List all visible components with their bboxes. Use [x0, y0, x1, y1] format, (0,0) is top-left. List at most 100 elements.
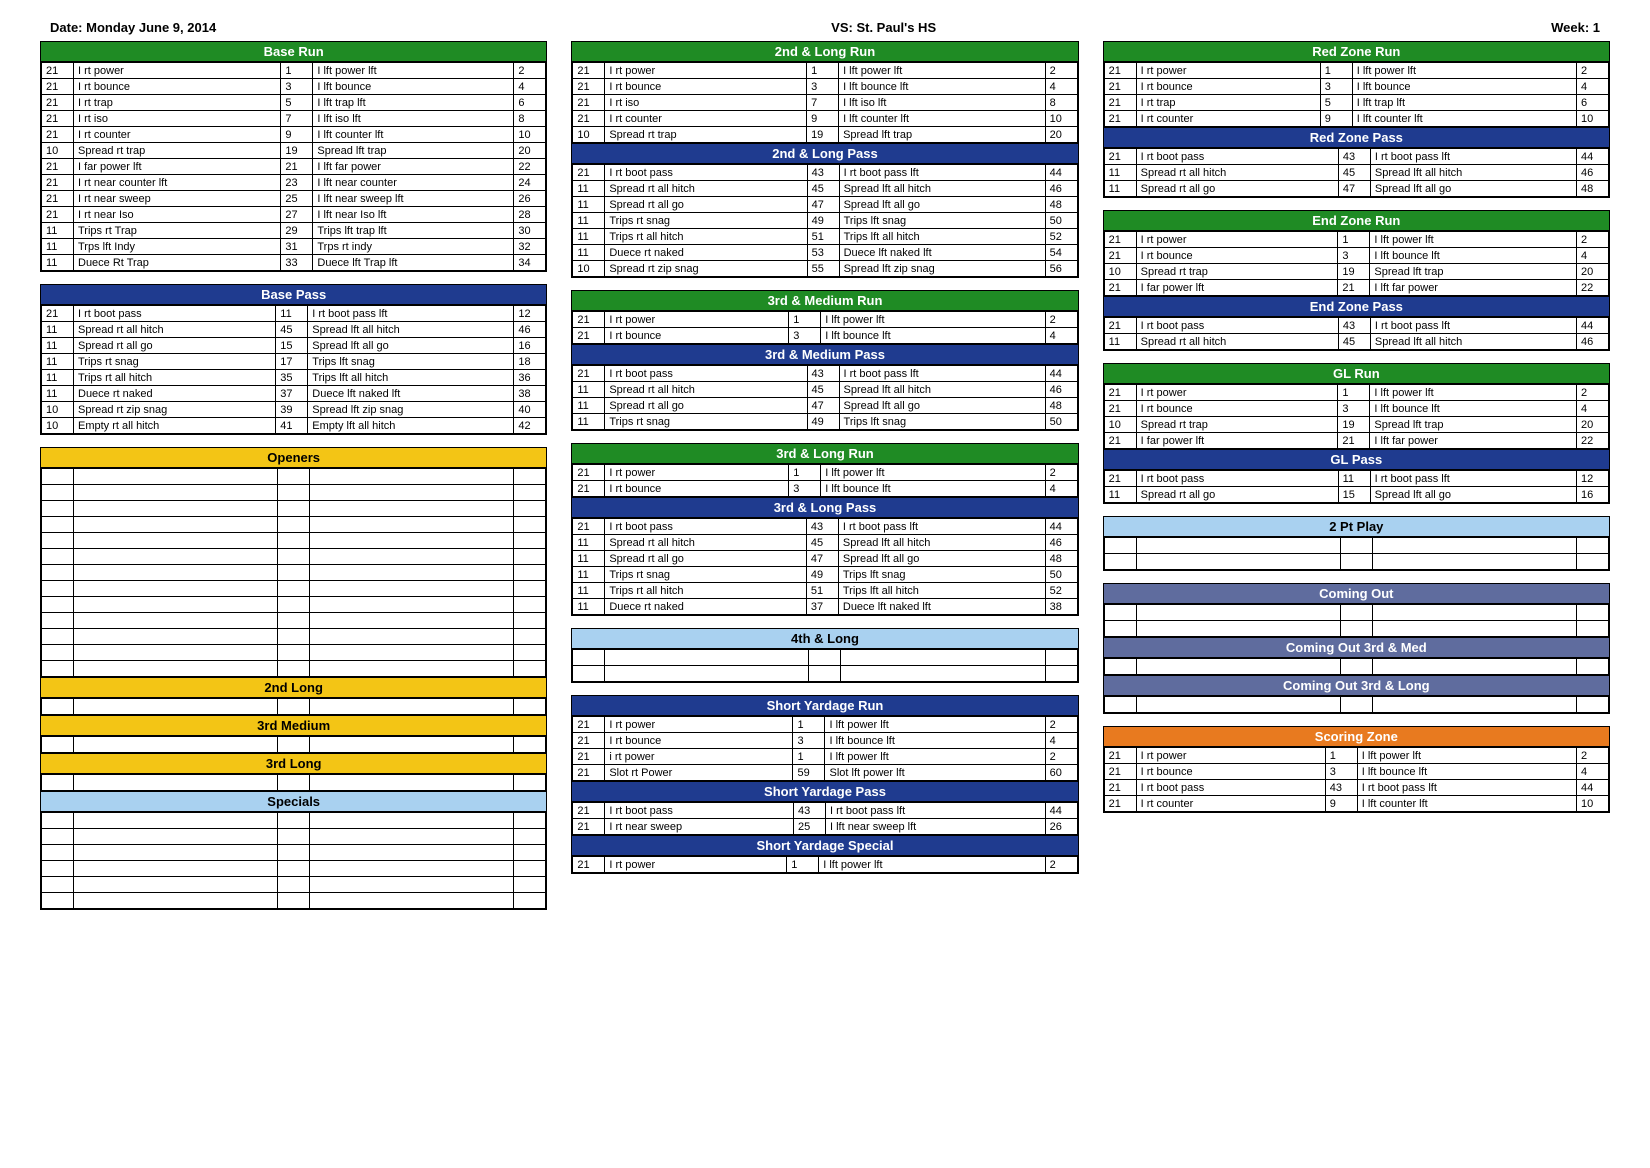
cell-play-right: I lft far power: [313, 159, 514, 175]
cell-play-right: Spread lft trap: [839, 127, 1046, 143]
cell-formation-left: 21: [42, 95, 74, 111]
cell-number-left: 43: [1338, 318, 1370, 334]
cell-play-left: I rt near sweep: [74, 191, 281, 207]
cell-number-right: 2: [1045, 465, 1077, 481]
cell-number-left: 9: [281, 127, 313, 143]
table-row: 11 Spread rt all hitch 45 Spread lft all…: [573, 181, 1077, 197]
cell-play-right: I lft power lft: [821, 312, 1045, 328]
cell-number-left: 1: [793, 749, 825, 765]
cell-number-left: 43: [1325, 780, 1357, 796]
table-row-empty: [42, 737, 546, 753]
table-row: 21 I rt boot pass 43 I rt boot pass lft …: [573, 803, 1077, 819]
cell-formation-left: 11: [42, 338, 74, 354]
table-row: 11 Spread rt all hitch 45 Spread lft all…: [1104, 334, 1608, 350]
cell-formation-left: 21: [1104, 796, 1136, 812]
table-row-empty: [1104, 554, 1608, 570]
cell-play-right: I lft bounce lft: [1357, 764, 1576, 780]
cell-play-left: I rt power: [605, 63, 807, 79]
block-group: Scoring Zone 21 I rt power 1 I lft power…: [1103, 726, 1610, 813]
cell-number-right: 46: [1045, 382, 1077, 398]
cell-number-right: 20: [514, 143, 546, 159]
table-row-empty: [573, 650, 1077, 666]
section-title: Specials: [41, 791, 546, 812]
block-base-pass: Base Pass 21 I rt boot pass 11 I rt boot…: [40, 284, 547, 435]
table-row: 10 Spread rt trap 19 Spread lft trap 20: [42, 143, 546, 159]
cell-number-left: 15: [1338, 487, 1370, 503]
play-table: 21 I rt boot pass 43 I rt boot pass lft …: [572, 164, 1077, 277]
cell-number-left: 49: [807, 213, 839, 229]
cell-play-right: Spread lft all go: [1370, 181, 1576, 197]
play-table: 21 I rt boot pass 43 I rt boot pass lft …: [572, 518, 1077, 615]
cell-formation-left: 21: [42, 127, 74, 143]
cell-play-left: I far power lft: [1136, 280, 1338, 296]
cell-number-right: 8: [514, 111, 546, 127]
cell-formation-left: 21: [573, 717, 605, 733]
table-row: 21 I rt near sweep 25 I lft near sweep l…: [573, 819, 1077, 835]
section-title: Openers: [41, 448, 546, 468]
cell-number-left: 45: [1338, 165, 1370, 181]
table-row: 11 Trips rt all hitch 51 Trips lft all h…: [573, 583, 1077, 599]
play-table: [1104, 658, 1609, 675]
cell-number-right: 44: [1045, 803, 1077, 819]
cell-play-right: I lft power lft: [1370, 232, 1577, 248]
cell-number-left: 1: [787, 857, 819, 873]
cell-formation-left: 21: [573, 111, 605, 127]
play-table: [41, 698, 546, 715]
cell-number-left: 17: [276, 354, 308, 370]
cell-number-left: 3: [807, 79, 839, 95]
table-row-empty: [42, 829, 546, 845]
table-row: 21 I far power lft 21 I lft far power 22: [1104, 280, 1608, 296]
cell-play-right: Trips lft trap lft: [313, 223, 514, 239]
table-row: 11 Trips rt Trap 29 Trips lft trap lft 3…: [42, 223, 546, 239]
table-row: 21 I rt near Iso 27 I lft near Iso lft 2…: [42, 207, 546, 223]
cell-play-left: I rt power: [605, 857, 787, 873]
section-title: 3rd & Medium Run: [572, 291, 1077, 311]
cell-play-right: I lft power lft: [821, 465, 1045, 481]
block-group: 3rd & Medium Run 21 I rt power 1 I lft p…: [571, 290, 1078, 431]
cell-play-right: Spread lft zip snag: [839, 261, 1045, 277]
cell-number-right: 38: [1045, 599, 1077, 615]
cell-number-left: 47: [807, 398, 839, 414]
cell-play-left: I rt bounce: [605, 328, 789, 344]
cell-formation-left: 21: [573, 79, 605, 95]
cell-play-left: I far power lft: [1136, 433, 1338, 449]
play-table: 21 I rt boot pass 43 I rt boot pass lft …: [1104, 148, 1609, 197]
cell-formation-left: 21: [42, 111, 74, 127]
table-row: 21 I rt boot pass 43 I rt boot pass lft …: [1104, 149, 1608, 165]
cell-number-right: 20: [1576, 417, 1608, 433]
cell-play-right: I lft iso lft: [839, 95, 1046, 111]
cell-formation-left: 21: [1104, 63, 1136, 79]
play-table: 21 I rt power 1 I lft power lft 2 21 I r…: [572, 311, 1077, 344]
cell-play-right: I lft near sweep lft: [313, 191, 514, 207]
table-row: 21 I rt power 1 I lft power lft 2: [42, 63, 546, 79]
cell-formation-left: 21: [42, 207, 74, 223]
cell-number-right: 10: [1576, 111, 1608, 127]
cell-play-left: Spread rt all go: [74, 338, 276, 354]
cell-number-right: 44: [1045, 366, 1077, 382]
cell-number-right: 2: [1576, 385, 1608, 401]
cell-number-right: 34: [514, 255, 546, 271]
play-table: 21 I rt power 1 I lft power lft 2 21 I r…: [572, 464, 1077, 497]
cell-play-right: Spread lft all go: [838, 551, 1045, 567]
cell-play-right: Spread lft all go: [839, 398, 1045, 414]
cell-formation-left: 21: [573, 519, 605, 535]
cell-formation-left: 21: [1104, 280, 1136, 296]
table-row: 21 I rt bounce 3 I lft bounce lft 4: [1104, 401, 1608, 417]
cell-formation-left: 21: [573, 312, 605, 328]
table-row: 10 Spread rt trap 19 Spread lft trap 20: [573, 127, 1077, 143]
cell-formation-left: 21: [573, 366, 605, 382]
cell-play-left: Spread rt all go: [605, 398, 807, 414]
block-group: Short Yardage Run 21 I rt power 1 I lft …: [571, 695, 1078, 874]
cell-number-left: 1: [789, 312, 821, 328]
table-row-empty: [42, 775, 546, 791]
cell-number-left: 1: [1338, 385, 1370, 401]
table-row-empty: [42, 645, 546, 661]
section-title: Short Yardage Pass: [572, 781, 1077, 802]
cell-play-left: I rt power: [1136, 748, 1325, 764]
cell-play-right: Trips lft snag: [308, 354, 514, 370]
cell-number-left: 1: [1338, 232, 1370, 248]
cell-number-left: 1: [1325, 748, 1357, 764]
table-row-empty: [42, 517, 546, 533]
cell-play-left: Spread rt zip snag: [74, 402, 276, 418]
cell-number-left: 49: [806, 567, 838, 583]
